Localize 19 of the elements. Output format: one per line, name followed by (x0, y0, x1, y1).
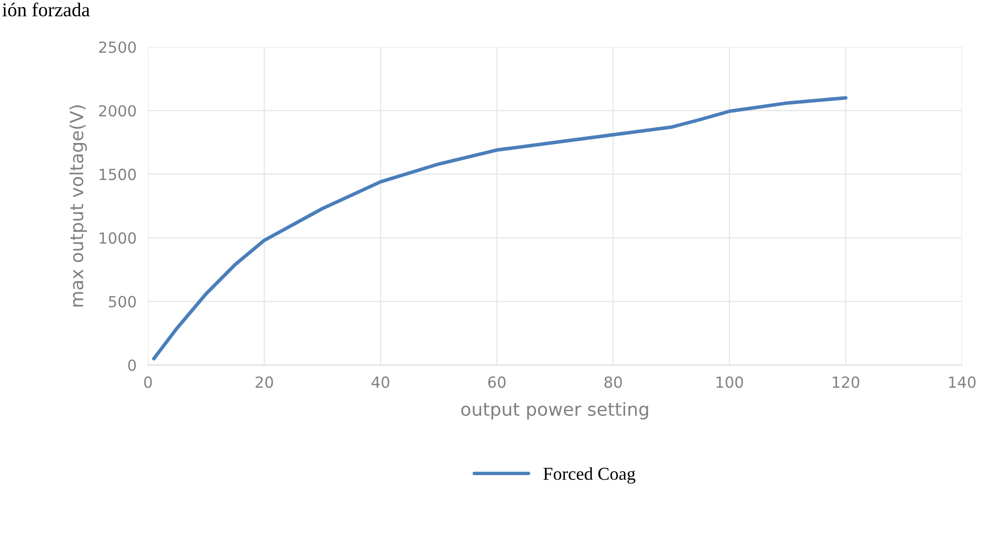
y-tick-label: 2000 (99, 105, 136, 117)
x-axis-title: output power setting (461, 402, 648, 420)
y-axis-title: max output voltage(V) (69, 105, 87, 306)
x-tick-label: 80 (604, 376, 622, 388)
y-tick-label: 500 (108, 296, 136, 308)
x-tick-label: 140 (949, 376, 976, 388)
x-tick-label: 120 (832, 376, 860, 388)
legend-label: Forced Coag (543, 467, 636, 484)
text: ión forzada (2, 2, 90, 16)
line-series (152, 96, 848, 360)
x-tick-label: 20 (256, 376, 273, 388)
y-tick-label: 0 (128, 359, 136, 372)
y-tick-label: 1000 (100, 232, 136, 244)
x-tick-label: 40 (372, 376, 390, 388)
y-tick-label: 1500 (100, 168, 136, 180)
x-tick-label: 60 (488, 376, 506, 388)
x-tick-label: 0 (144, 376, 152, 388)
y-tick-label: 2500 (99, 41, 136, 54)
x-tick-label: 100 (716, 376, 743, 388)
